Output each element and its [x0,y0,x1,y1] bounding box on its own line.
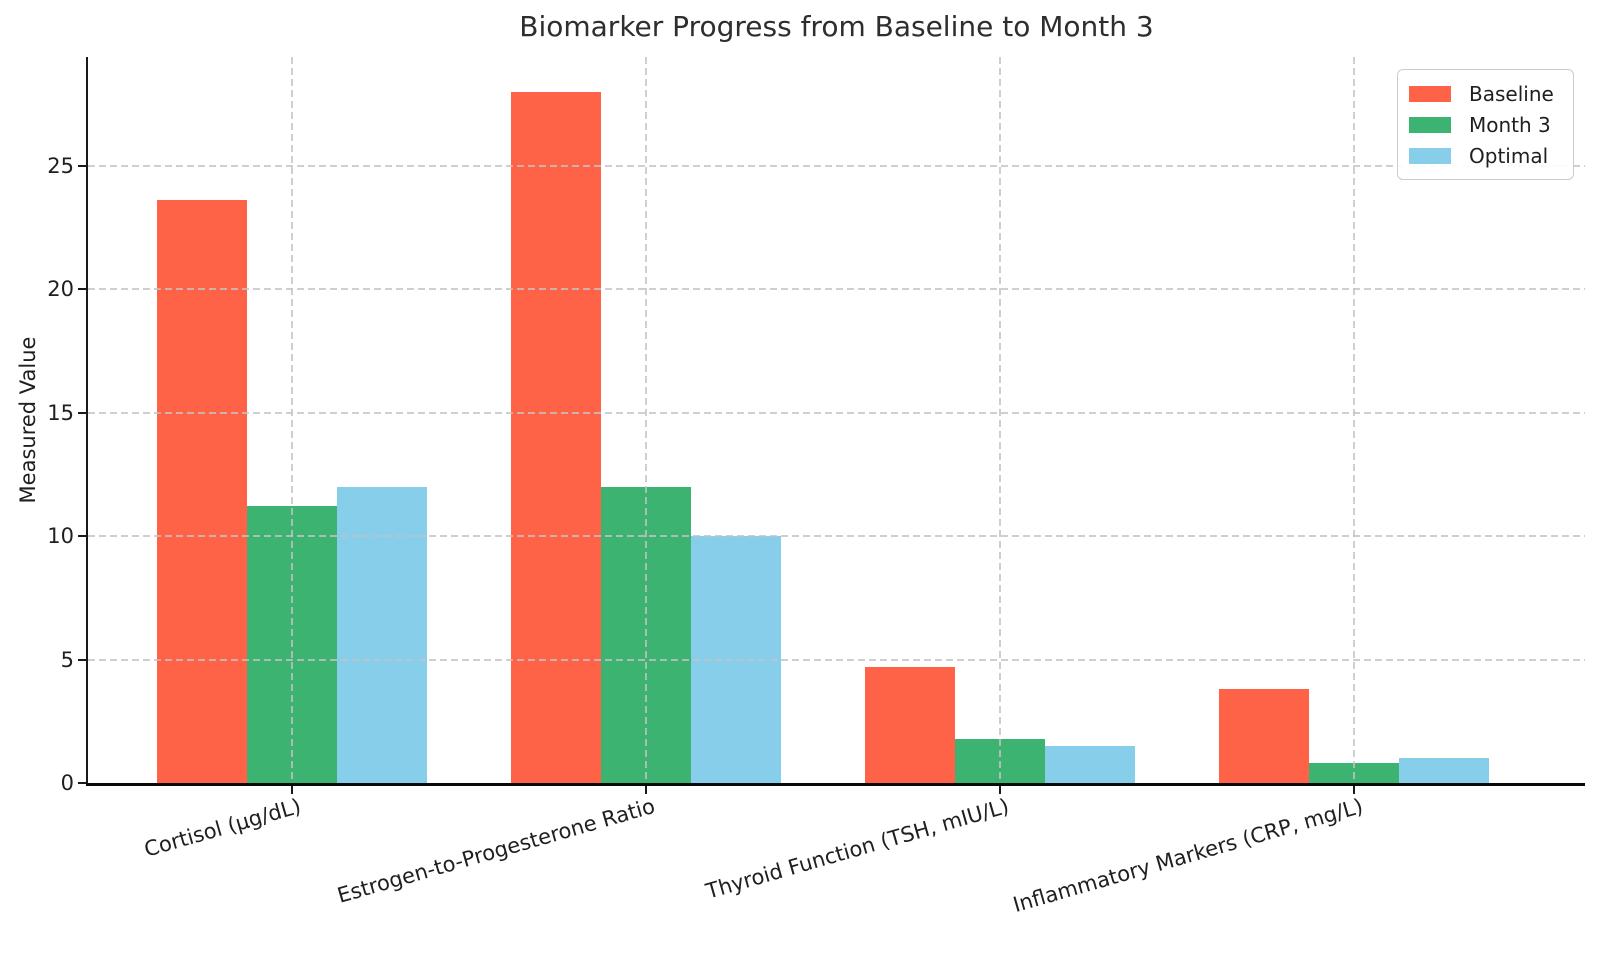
gridline-h-5 [88,658,1585,661]
x-tick-0 [291,786,293,794]
legend: Baseline Month 3 Optimal [1397,69,1574,180]
y-tick-20 [78,288,86,291]
y-tick-25 [78,164,86,167]
y-tick-label-5: 5 [60,647,74,672]
legend-item-month-3: Month 3 [1409,109,1562,140]
plot-area: 0 5 10 15 20 25 [47,57,1585,795]
gridline-v-cortisol [291,57,293,783]
y-tick-label-10: 10 [47,524,74,549]
gridline-v-estrogen-to-progesterone [645,57,647,783]
bar-optimal-inflammatory [1399,758,1489,783]
bar-baseline-cortisol [157,200,247,783]
y-tick-label-15: 15 [47,400,74,425]
x-tick-2 [999,786,1001,794]
gridline-h-20 [88,288,1585,291]
y-tick-label-20: 20 [47,277,74,302]
gridline-h-25 [88,164,1585,167]
y-tick-15 [78,411,86,414]
x-category-label-inflammatory: Inflammatory Markers (CRP, mg/L) [1010,794,1366,918]
x-tick-1 [645,786,647,794]
bar-optimal-cortisol [337,486,427,783]
y-axis-spine [86,57,88,783]
bar-baseline-inflammatory [1219,689,1309,783]
gridline-v-thyroid [999,57,1001,783]
legend-swatch-baseline [1409,85,1451,102]
chart-title: Biomarker Progress from Baseline to Mont… [519,10,1154,43]
bar-baseline-thyroid [865,666,955,783]
gridline-v-inflammatory [1353,57,1355,783]
legend-swatch-optimal [1409,147,1451,164]
y-tick-label-0: 0 [60,771,74,795]
legend-item-optimal: Optimal [1409,140,1562,171]
y-tick-10 [78,535,86,538]
legend-item-baseline: Baseline [1409,78,1562,109]
legend-label-baseline: Baseline [1469,81,1554,106]
gridline-h-10 [88,535,1585,538]
x-tick-3 [1353,786,1355,794]
gridline-h-15 [88,411,1585,414]
x-axis-spine [86,783,1585,786]
legend-swatch-month-3 [1409,116,1451,133]
y-tick-0 [78,782,86,784]
legend-label-month-3: Month 3 [1469,112,1551,137]
bar-baseline-estrogen-to-progesterone [511,91,601,783]
bar-optimal-thyroid [1045,745,1135,783]
y-tick-5 [78,658,86,661]
legend-label-optimal: Optimal [1469,143,1549,168]
y-tick-label-25: 25 [47,153,74,178]
